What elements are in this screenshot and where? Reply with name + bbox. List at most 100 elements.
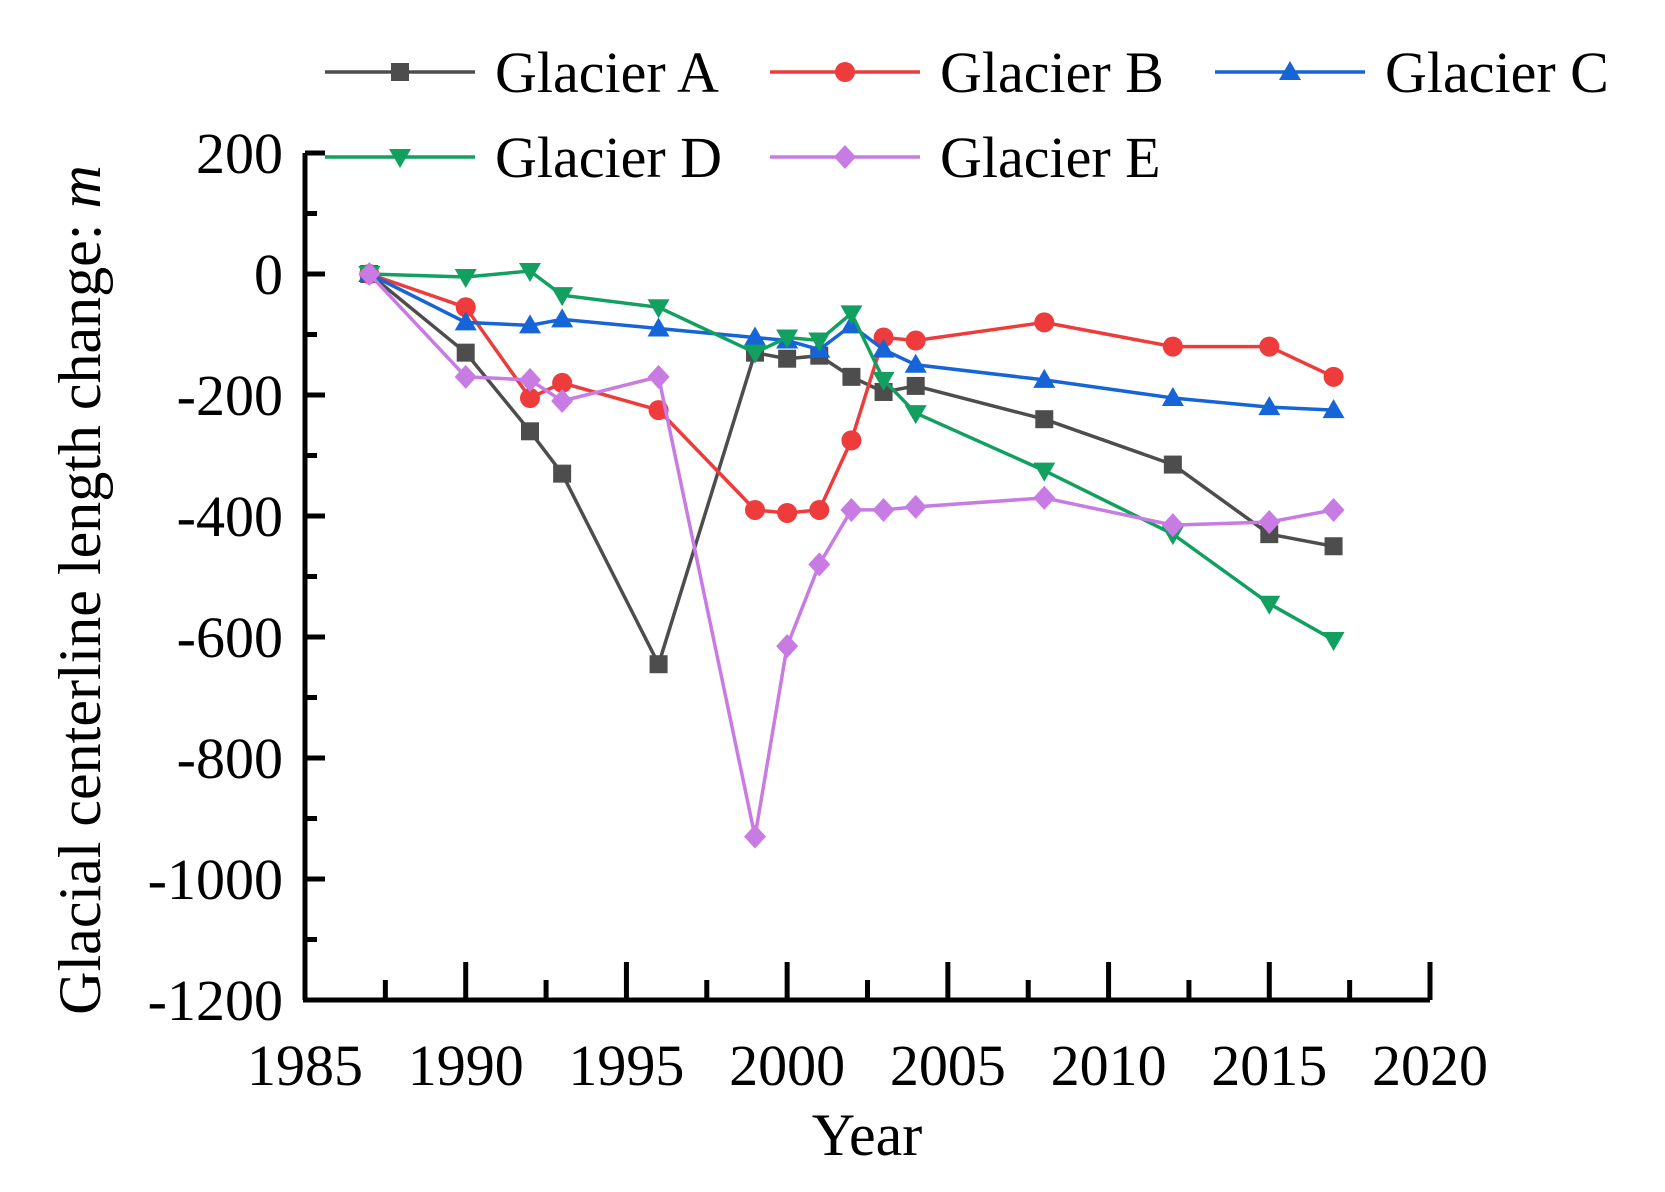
legend-label: Glacier A (495, 40, 719, 105)
data-point-glacier-d (519, 262, 541, 282)
legend-label: Glacier E (940, 125, 1161, 190)
x-tick-label: 1995 (568, 1033, 684, 1098)
data-point-glacier-b (1259, 336, 1280, 357)
data-point-glacier-c (872, 338, 895, 358)
data-point-glacier-b (552, 372, 573, 393)
data-point-glacier-c (551, 308, 574, 328)
data-point-glacier-e (454, 364, 477, 389)
series-glacier-c (358, 263, 1345, 419)
series-line-glacier-e (368, 272, 1334, 837)
data-point-glacier-a (1163, 455, 1182, 474)
data-point-glacier-a (1260, 525, 1279, 544)
y-tick-label: -400 (177, 484, 283, 549)
x-tick-label: 1985 (247, 1033, 363, 1098)
data-point-glacier-d (744, 344, 766, 364)
series-glacier-e (358, 262, 1345, 849)
data-point-glacier-e (840, 497, 863, 522)
x-tick-label: 2020 (1372, 1033, 1488, 1098)
y-tick-label: 0 (254, 242, 283, 307)
axes (302, 153, 1430, 1003)
data-point-glacier-d (1258, 595, 1281, 615)
data-point-glacier-e (776, 634, 799, 659)
data-point-glacier-d (808, 332, 831, 352)
y-axis-title-text: Glacial centerline length change: (47, 209, 113, 1015)
y-tick-label: 200 (196, 121, 283, 186)
data-point-glacier-a (906, 376, 925, 395)
data-point-glacier-e (1033, 485, 1056, 510)
legend-item-glacier-a: Glacier A (325, 40, 719, 105)
legend-item-glacier-e: Glacier E (770, 125, 1161, 190)
data-point-glacier-d (454, 269, 477, 289)
series-glacier-b (359, 264, 1344, 523)
data-point-glacier-a (874, 382, 893, 401)
data-point-glacier-b (455, 297, 476, 318)
data-point-glacier-d (551, 287, 574, 307)
y-tick-label: -800 (177, 726, 283, 791)
legend-marker (389, 149, 411, 168)
data-point-glacier-a (521, 422, 539, 441)
data-point-glacier-b (873, 327, 894, 348)
legend-marker (835, 62, 855, 82)
data-point-glacier-b (1323, 366, 1344, 387)
data-point-glacier-a (649, 655, 668, 674)
data-point-glacier-a (1324, 537, 1343, 556)
data-point-glacier-d (840, 305, 863, 325)
data-point-glacier-c (1322, 399, 1345, 419)
series-layer (358, 262, 1345, 849)
y-axis-title-unit: m (47, 165, 113, 208)
data-point-glacier-e (358, 262, 381, 286)
x-tick-label: 1990 (408, 1033, 524, 1098)
data-point-glacier-c (454, 311, 477, 331)
x-tick-label: 2005 (890, 1033, 1006, 1098)
data-point-glacier-c (647, 317, 670, 337)
data-point-glacier-d (1033, 462, 1056, 482)
data-point-glacier-e (808, 552, 831, 577)
legend-label: Glacier B (940, 40, 1164, 105)
data-point-glacier-c (519, 314, 541, 334)
data-point-glacier-e (551, 389, 574, 414)
legend: Glacier A Glacier B Glacier C Glacier D Glac… (325, 40, 1609, 190)
data-point-glacier-c (1258, 396, 1281, 416)
data-point-glacier-e (519, 367, 541, 392)
data-point-glacier-b (1162, 336, 1183, 357)
legend-label: Glacier C (1385, 40, 1609, 105)
data-point-glacier-a (778, 349, 797, 368)
legend-marker (834, 145, 856, 169)
y-axis-title: Glacial centerline length change: m (47, 165, 113, 1015)
data-point-glacier-c (1161, 387, 1184, 407)
data-point-glacier-d (647, 299, 670, 319)
x-axis-title: Year (812, 1102, 923, 1168)
x-ticks: 1985 1990 1995 2000 2005 2010 2015 2020 (247, 962, 1488, 1098)
series-glacier-d (358, 262, 1345, 652)
data-point-glacier-e (647, 364, 670, 389)
data-point-glacier-d (872, 371, 895, 391)
data-point-glacier-b (1034, 312, 1055, 333)
data-point-glacier-e (1161, 513, 1184, 538)
x-tick-label: 2000 (729, 1033, 845, 1098)
legend-item-glacier-c: Glacier C (1215, 40, 1609, 105)
data-point-glacier-a (1035, 410, 1054, 429)
legend-label: Glacier D (495, 125, 722, 190)
legend-item-glacier-d: Glacier D (325, 125, 722, 190)
data-point-glacier-b (520, 388, 540, 409)
data-point-glacier-c (1033, 368, 1056, 388)
data-point-glacier-b (745, 499, 765, 520)
y-tick-label: -600 (177, 605, 283, 670)
data-point-glacier-a (553, 464, 572, 483)
data-point-glacier-d (776, 329, 799, 349)
y-tick-label: -1000 (148, 847, 283, 912)
series-line-glacier-c (368, 272, 1334, 412)
data-point-glacier-d (904, 405, 927, 425)
data-point-glacier-e (1322, 497, 1345, 522)
data-point-glacier-b (905, 330, 926, 351)
legend-marker (1279, 61, 1301, 80)
data-point-glacier-e (1258, 510, 1281, 535)
data-point-glacier-b (809, 499, 830, 520)
data-point-glacier-a (842, 367, 861, 386)
data-point-glacier-b (777, 502, 798, 523)
data-point-glacier-b (841, 430, 862, 451)
y-tick-label: -1200 (148, 968, 283, 1033)
data-point-glacier-a (456, 343, 475, 362)
data-point-glacier-c (904, 353, 927, 373)
